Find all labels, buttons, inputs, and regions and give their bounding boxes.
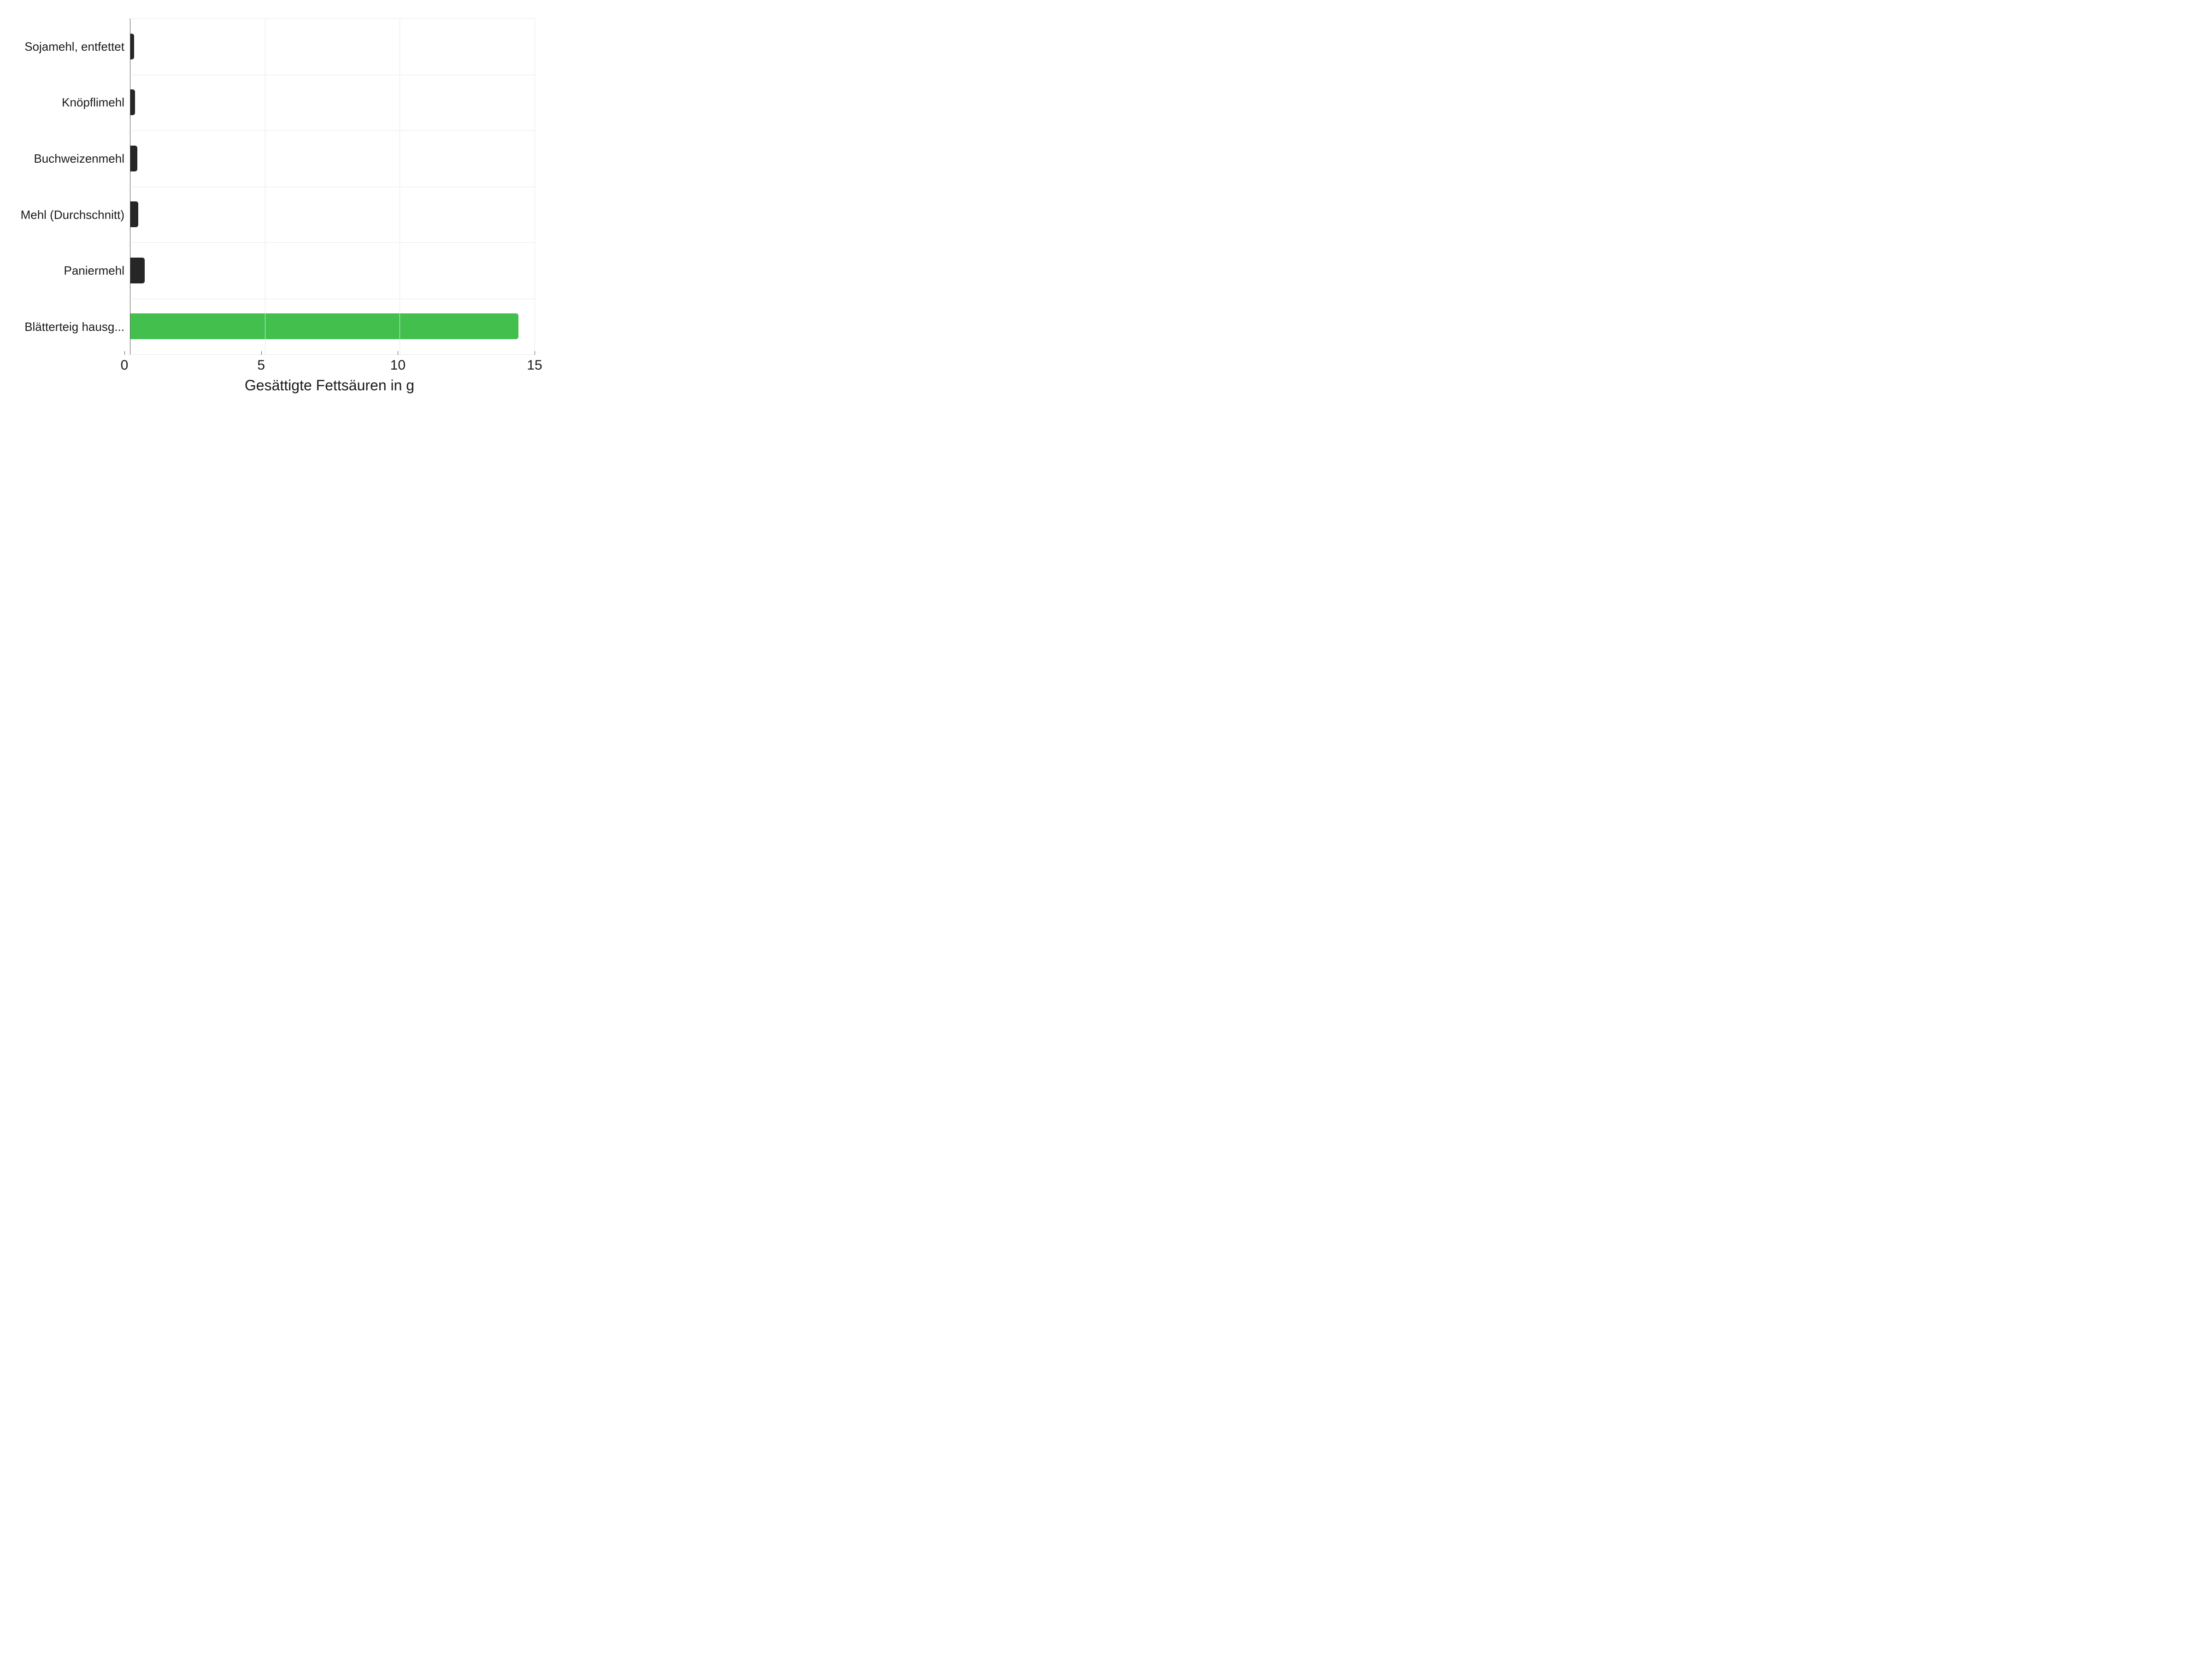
x-tick-label: 5 [257,358,265,373]
bar-slot [130,258,535,283]
x-tick-label: 0 [121,358,129,373]
y-axis-category-label: Buchweizenmehl [34,152,124,165]
chart-area: Sojamehl, entfettet Knöpflimehl Buchweizen… [9,18,535,406]
bar-slot [130,313,535,339]
bar [130,313,518,339]
x-axis: Gesättigte Fettsäuren in g 051015 [124,355,535,406]
y-axis-category-label: Knöpflimehl [62,96,124,109]
grid-line-horizontal [127,18,535,19]
bar [130,201,138,227]
bar [130,34,134,59]
x-axis-spacer [9,355,124,406]
bar-slot [130,201,535,227]
y-axis-category-label: Blätterteig hausg... [24,320,124,334]
bar [130,146,137,171]
x-tick-mark [124,351,125,355]
y-axis-category-label: Mehl (Durchschnitt) [21,208,124,222]
x-tick-label: 15 [527,358,542,373]
grid-line-horizontal [127,130,535,131]
x-tick-mark [261,351,262,355]
x-tick-label: 10 [390,358,406,373]
bar-slot [130,146,535,171]
plot-row: Sojamehl, entfettet Knöpflimehl Buchweizen… [9,18,535,355]
bar [130,89,135,115]
plot-area [130,18,535,355]
bar-slot [130,34,535,59]
y-axis-category-label: Paniermehl [64,264,124,277]
bar-slot [130,89,535,115]
grid-line-horizontal [127,242,535,243]
saturated-fat-bar-chart: Sojamehl, entfettet Knöpflimehl Buchweizen… [0,0,553,415]
x-axis-row: Gesättigte Fettsäuren in g 051015 [9,355,535,406]
x-axis-title: Gesättigte Fettsäuren in g [124,377,535,394]
bar [130,258,145,283]
y-axis-labels: Sojamehl, entfettet Knöpflimehl Buchweizen… [9,18,130,355]
y-axis-category-label: Sojamehl, entfettet [24,40,124,53]
